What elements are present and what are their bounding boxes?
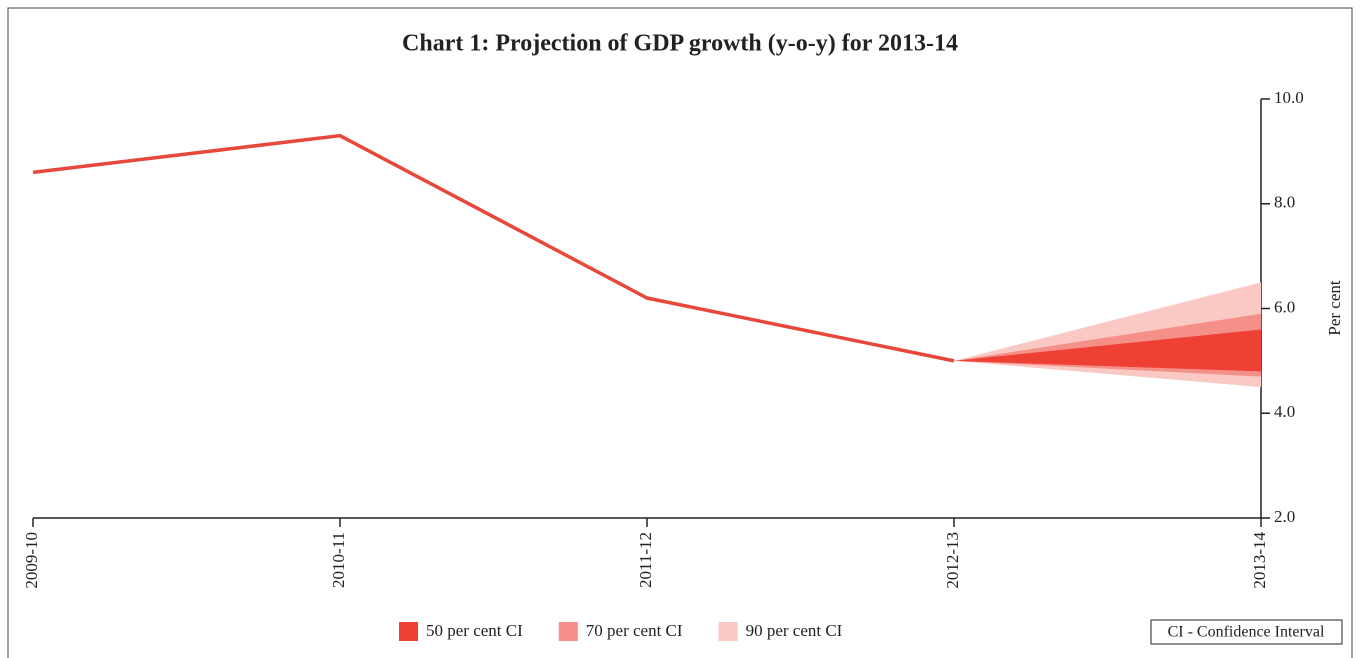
annotation-box <box>1150 619 1343 645</box>
x-tick-label: 2012-13 <box>943 532 962 589</box>
x-tick-label: 2010-11 <box>329 532 348 588</box>
y-tick-label: 10.0 <box>1274 88 1304 107</box>
x-tick-label: 2009-10 <box>22 532 41 589</box>
y-tick-label: 8.0 <box>1274 193 1295 212</box>
legend-swatch <box>718 622 738 641</box>
gdp-line <box>32 133 955 363</box>
chart-title: Chart 1: Projection of GDP growth (y-o-y… <box>402 31 958 57</box>
legend-label: 50 per cent CI <box>426 621 523 640</box>
y-tick-label: 2.0 <box>1274 507 1295 526</box>
legend-swatch <box>558 622 578 641</box>
legend-swatch <box>399 622 418 641</box>
legend-label: 90 per cent CI <box>746 621 843 640</box>
y-tick-label: 6.0 <box>1274 297 1295 316</box>
x-tick-label: 2013-14 <box>1250 532 1269 589</box>
frame <box>7 7 1353 658</box>
ci-band <box>954 329 1261 372</box>
y-axis-label: Per cent <box>1325 280 1344 336</box>
y-tick-label: 4.0 <box>1274 402 1295 421</box>
annotation: CI - Confidence Interval <box>1168 624 1325 641</box>
legend-label: 70 per cent CI <box>586 621 683 640</box>
x-tick-label: 2011-12 <box>636 532 655 588</box>
